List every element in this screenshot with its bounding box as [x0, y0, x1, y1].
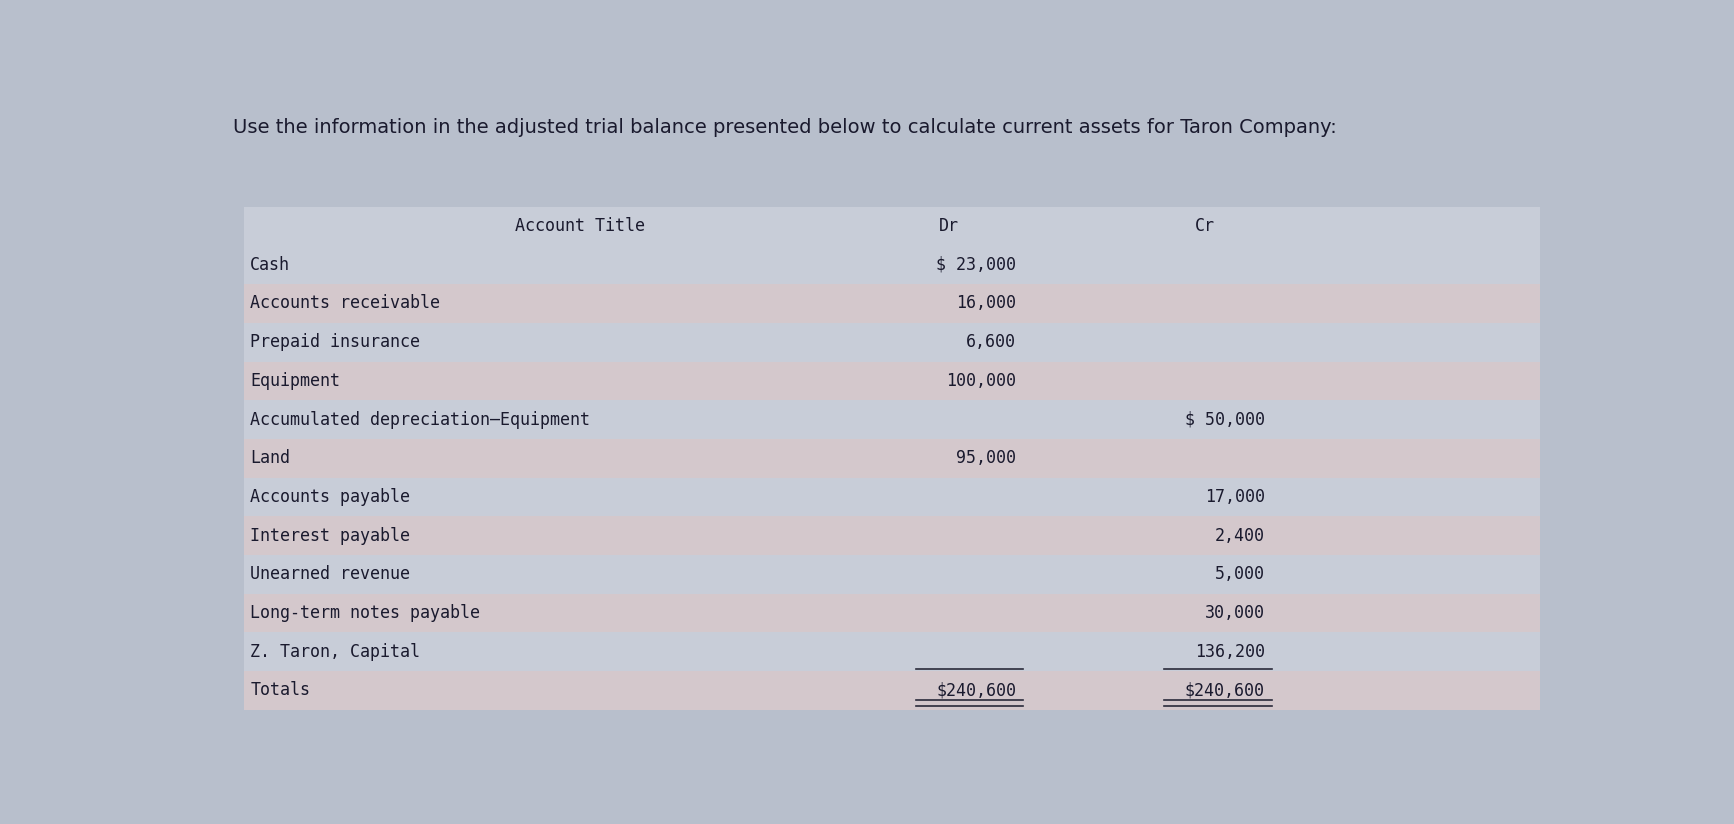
Text: Accumulated depreciation—Equipment: Accumulated depreciation—Equipment — [250, 410, 590, 428]
Bar — [243, 207, 1540, 246]
Text: 30,000: 30,000 — [1205, 604, 1266, 622]
Text: 6,600: 6,600 — [966, 333, 1016, 351]
Bar — [243, 593, 1540, 632]
Bar — [243, 671, 1540, 709]
Text: 136,200: 136,200 — [1195, 643, 1266, 661]
Text: Interest payable: Interest payable — [250, 527, 411, 545]
Bar — [243, 323, 1540, 362]
Text: $240,600: $240,600 — [1184, 681, 1266, 700]
Bar — [243, 439, 1540, 478]
Text: Equipment: Equipment — [250, 372, 340, 390]
Text: 100,000: 100,000 — [947, 372, 1016, 390]
Text: Use the information in the adjusted trial balance presented below to calculate c: Use the information in the adjusted tria… — [232, 118, 1337, 137]
Bar — [243, 284, 1540, 323]
Text: $ 50,000: $ 50,000 — [1184, 410, 1266, 428]
Text: $ 23,000: $ 23,000 — [936, 255, 1016, 274]
Text: Accounts payable: Accounts payable — [250, 488, 411, 506]
Text: Cr: Cr — [1195, 217, 1214, 235]
Text: Account Title: Account Title — [515, 217, 645, 235]
Bar — [243, 517, 1540, 555]
Text: 95,000: 95,000 — [957, 449, 1016, 467]
Bar — [243, 555, 1540, 593]
Text: 17,000: 17,000 — [1205, 488, 1266, 506]
Text: Land: Land — [250, 449, 290, 467]
Text: Dr: Dr — [940, 217, 959, 235]
Bar — [243, 632, 1540, 671]
Text: Totals: Totals — [250, 681, 310, 700]
Bar — [243, 400, 1540, 439]
Text: 2,400: 2,400 — [1216, 527, 1266, 545]
Text: Prepaid insurance: Prepaid insurance — [250, 333, 420, 351]
Text: Accounts receivable: Accounts receivable — [250, 294, 440, 312]
Text: $240,600: $240,600 — [936, 681, 1016, 700]
Bar — [243, 362, 1540, 400]
Bar — [243, 246, 1540, 284]
Bar — [243, 478, 1540, 517]
Text: Long-term notes payable: Long-term notes payable — [250, 604, 480, 622]
Text: 16,000: 16,000 — [957, 294, 1016, 312]
Text: Cash: Cash — [250, 255, 290, 274]
Text: 5,000: 5,000 — [1216, 565, 1266, 583]
Text: Z. Taron, Capital: Z. Taron, Capital — [250, 643, 420, 661]
Text: Unearned revenue: Unearned revenue — [250, 565, 411, 583]
